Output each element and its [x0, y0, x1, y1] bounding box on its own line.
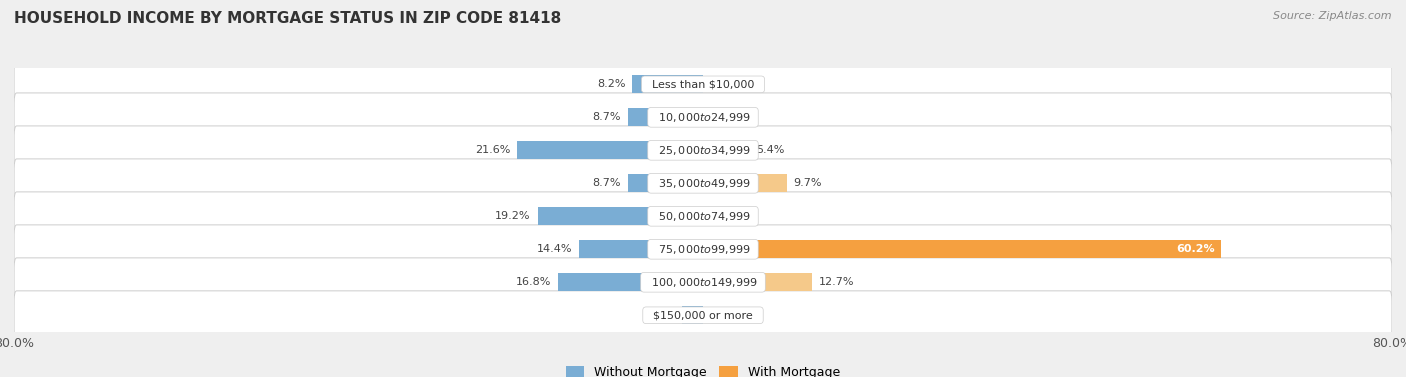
- Bar: [558, 273, 703, 291]
- Text: $35,000 to $49,999: $35,000 to $49,999: [651, 177, 755, 190]
- Text: 21.6%: 21.6%: [475, 145, 510, 155]
- Text: 60.2%: 60.2%: [1175, 244, 1215, 254]
- Text: $10,000 to $24,999: $10,000 to $24,999: [651, 111, 755, 124]
- Text: Source: ZipAtlas.com: Source: ZipAtlas.com: [1274, 11, 1392, 21]
- Text: 8.7%: 8.7%: [593, 178, 621, 188]
- Text: $150,000 or more: $150,000 or more: [647, 310, 759, 320]
- Text: 14.4%: 14.4%: [537, 244, 572, 254]
- Bar: [628, 108, 703, 126]
- Text: 2.4%: 2.4%: [647, 310, 675, 320]
- Text: 5.4%: 5.4%: [756, 145, 785, 155]
- FancyBboxPatch shape: [14, 126, 1392, 175]
- Text: $75,000 to $99,999: $75,000 to $99,999: [651, 243, 755, 256]
- Legend: Without Mortgage, With Mortgage: Without Mortgage, With Mortgage: [561, 360, 845, 377]
- Bar: [628, 174, 703, 192]
- Bar: [703, 273, 813, 291]
- Text: 8.2%: 8.2%: [598, 79, 626, 89]
- FancyBboxPatch shape: [14, 258, 1392, 307]
- Bar: [633, 75, 703, 93]
- Bar: [579, 240, 703, 258]
- FancyBboxPatch shape: [14, 192, 1392, 241]
- Bar: [517, 141, 703, 159]
- FancyBboxPatch shape: [14, 60, 1392, 109]
- Text: HOUSEHOLD INCOME BY MORTGAGE STATUS IN ZIP CODE 81418: HOUSEHOLD INCOME BY MORTGAGE STATUS IN Z…: [14, 11, 561, 26]
- Bar: [682, 306, 703, 324]
- Bar: [537, 207, 703, 225]
- Bar: [703, 240, 1222, 258]
- Bar: [703, 141, 749, 159]
- Text: $50,000 to $74,999: $50,000 to $74,999: [651, 210, 755, 223]
- Text: $100,000 to $149,999: $100,000 to $149,999: [644, 276, 762, 289]
- Text: Less than $10,000: Less than $10,000: [645, 79, 761, 89]
- Text: 9.7%: 9.7%: [793, 178, 823, 188]
- Bar: [703, 174, 786, 192]
- FancyBboxPatch shape: [14, 159, 1392, 208]
- Text: 16.8%: 16.8%: [516, 277, 551, 287]
- FancyBboxPatch shape: [14, 291, 1392, 340]
- FancyBboxPatch shape: [14, 93, 1392, 142]
- Text: 12.7%: 12.7%: [820, 277, 855, 287]
- Text: 19.2%: 19.2%: [495, 211, 531, 221]
- FancyBboxPatch shape: [14, 225, 1392, 274]
- Text: $25,000 to $34,999: $25,000 to $34,999: [651, 144, 755, 157]
- Text: 8.7%: 8.7%: [593, 112, 621, 123]
